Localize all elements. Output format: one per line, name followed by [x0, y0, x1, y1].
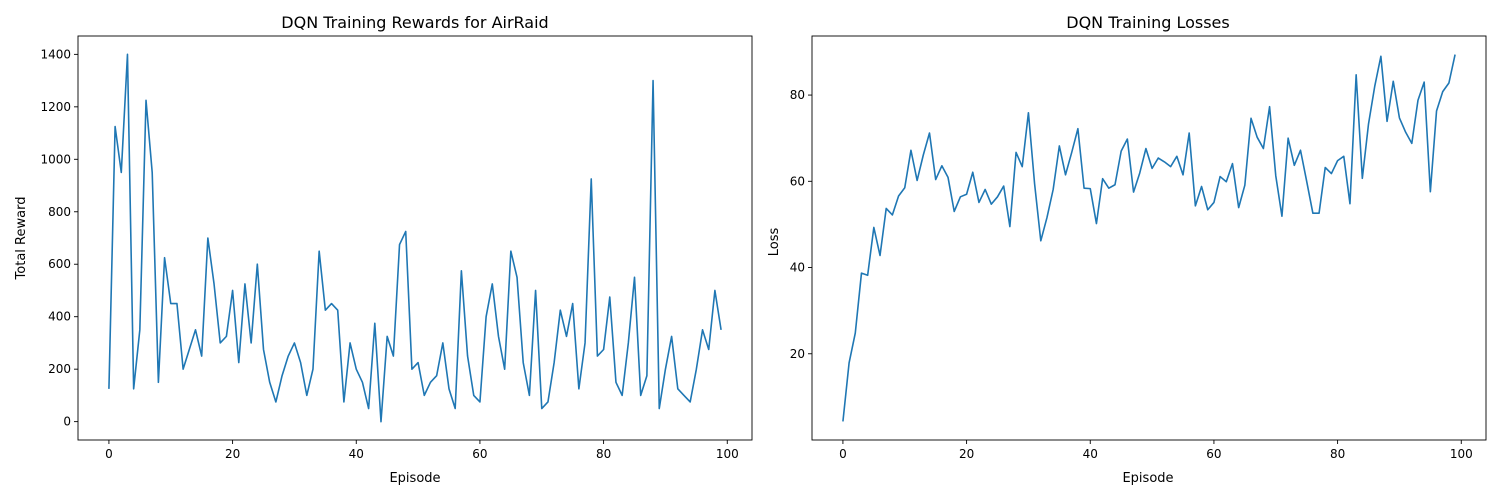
losses-x-tick-label: 80 — [1330, 447, 1345, 461]
rewards-x-tick-label: 20 — [225, 447, 240, 461]
rewards-y-tick-label: 1200 — [40, 100, 71, 114]
rewards-y-tick-label: 1000 — [40, 152, 71, 166]
rewards-chart: DQN Training Rewards for AirRaid 0 20 40 60… — [14, 13, 753, 486]
losses-y-axis-label: Loss — [767, 228, 782, 257]
rewards-series-line — [108, 53, 722, 423]
losses-y-tick-label: 40 — [790, 261, 805, 275]
rewards-chart-title: DQN Training Rewards for AirRaid — [281, 13, 548, 32]
rewards-x-tick-label: 60 — [472, 447, 487, 461]
rewards-y-axis-label: Total Reward — [14, 197, 29, 281]
losses-series-line — [842, 54, 1456, 422]
rewards-plot-area — [77, 35, 753, 441]
rewards-y-tick-label: 1400 — [40, 47, 71, 61]
losses-x-tick-label: 100 — [1450, 447, 1473, 461]
losses-plot-area — [811, 35, 1487, 441]
rewards-x-tick-label: 80 — [596, 447, 611, 461]
rewards-y-tick-label: 800 — [48, 205, 71, 219]
losses-y-tick-label: 80 — [790, 88, 805, 102]
losses-x-tick-label: 40 — [1083, 447, 1098, 461]
rewards-y-tick-label: 200 — [48, 362, 71, 376]
losses-y-tick-label: 60 — [790, 174, 805, 188]
losses-x-tick-label: 20 — [959, 447, 974, 461]
losses-chart: DQN Training Losses 0 20 40 60 80 100 20 40 60 80… — [767, 13, 1487, 486]
rewards-x-tick-label: 100 — [716, 447, 739, 461]
losses-x-tick-label: 0 — [839, 447, 847, 461]
losses-y-tick-label: 20 — [790, 347, 805, 361]
rewards-x-tick-label: 0 — [105, 447, 113, 461]
losses-x-tick-label: 60 — [1206, 447, 1221, 461]
rewards-y-tick-label: 0 — [63, 415, 71, 429]
rewards-y-tick-label: 600 — [48, 257, 71, 271]
rewards-x-tick-label: 40 — [349, 447, 364, 461]
losses-axis-ticks: 0 20 40 60 80 100 20 40 60 80 — [790, 88, 1473, 461]
rewards-y-tick-label: 400 — [48, 310, 71, 324]
rewards-x-axis-label: Episode — [389, 471, 440, 486]
losses-chart-title: DQN Training Losses — [1066, 13, 1229, 32]
losses-x-axis-label: Episode — [1122, 471, 1173, 486]
